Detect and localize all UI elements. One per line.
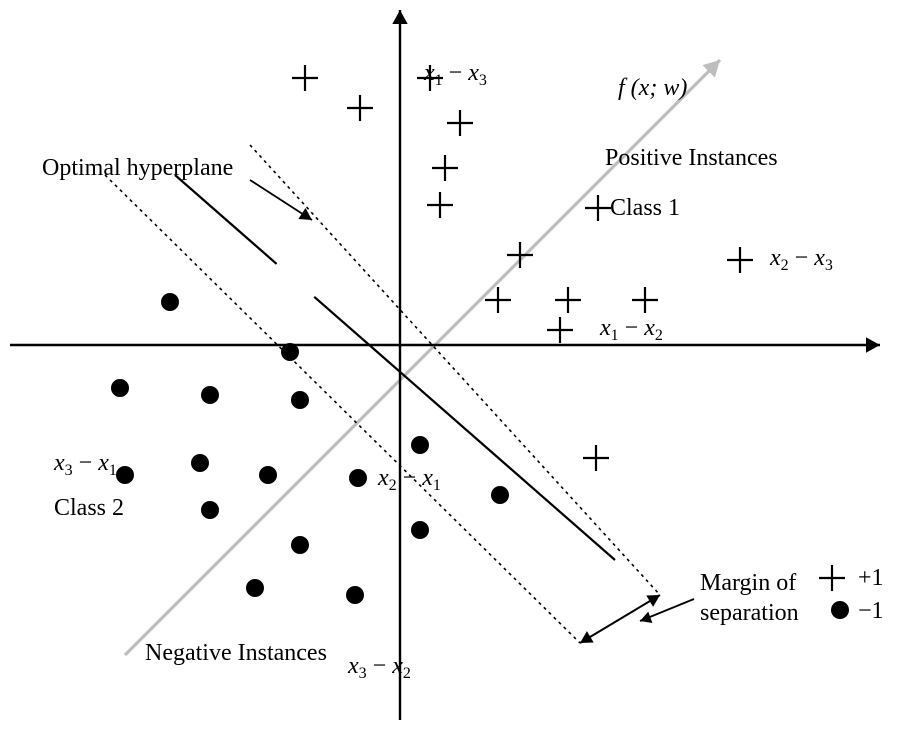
legend-plus-icon <box>819 565 845 591</box>
neg-point-8 <box>259 466 277 484</box>
x1_x3-label: x1 − x3 <box>423 60 487 89</box>
neg-point-10 <box>246 579 264 597</box>
pos-point-8 <box>727 247 753 273</box>
pos-point-0 <box>292 65 318 91</box>
opt_hyp-label: Optimal hyperplane <box>42 155 233 181</box>
neg-point-13 <box>411 436 429 454</box>
neg-point-14 <box>411 521 429 539</box>
neg-point-5 <box>116 466 134 484</box>
legend-plus-label: +1 <box>858 565 884 591</box>
neg-point-2 <box>201 386 219 404</box>
fxw-label: f (x; w) <box>618 75 687 101</box>
margin_l2-label: separation <box>700 600 799 626</box>
neg_inst-label: Negative Instances <box>145 640 327 666</box>
neg-point-11 <box>346 586 364 604</box>
neg-point-6 <box>191 454 209 472</box>
margin-line-lower <box>105 175 580 643</box>
x3_x1-label: x3 − x1 <box>53 450 117 479</box>
class1-label: Class 1 <box>610 195 680 221</box>
pos-point-13 <box>583 445 609 471</box>
pos-point-12 <box>547 317 573 343</box>
class2-label: Class 2 <box>54 495 124 521</box>
margin_l1-label: Margin of <box>700 570 796 596</box>
x2_x1-label: x2 − x1 <box>377 465 441 494</box>
pos-point-3 <box>447 110 473 136</box>
neg-point-12 <box>349 469 367 487</box>
pos-point-6 <box>585 195 611 221</box>
x2_x3-label: x2 − x3 <box>769 245 833 274</box>
hyperplane <box>314 297 615 560</box>
neg-point-3 <box>281 343 299 361</box>
pos-point-7 <box>507 242 533 268</box>
pos-point-1 <box>347 95 373 121</box>
neg-point-4 <box>291 391 309 409</box>
legend-minus-icon <box>831 601 849 619</box>
y-axis <box>392 10 407 24</box>
neg-point-7 <box>201 501 219 519</box>
neg-point-9 <box>291 536 309 554</box>
pos-point-11 <box>632 287 658 313</box>
x1_x2-label: x1 − x2 <box>599 315 663 344</box>
neg-point-1 <box>111 379 129 397</box>
pos-point-4 <box>432 155 458 181</box>
pos_inst-label: Positive Instances <box>605 145 778 171</box>
neg-point-15 <box>491 486 509 504</box>
pos-point-10 <box>555 287 581 313</box>
legend-minus-label: −1 <box>858 598 884 624</box>
pos-point-5 <box>427 192 453 218</box>
x3_x2-label: x3 − x2 <box>347 653 411 682</box>
neg-point-0 <box>161 293 179 311</box>
